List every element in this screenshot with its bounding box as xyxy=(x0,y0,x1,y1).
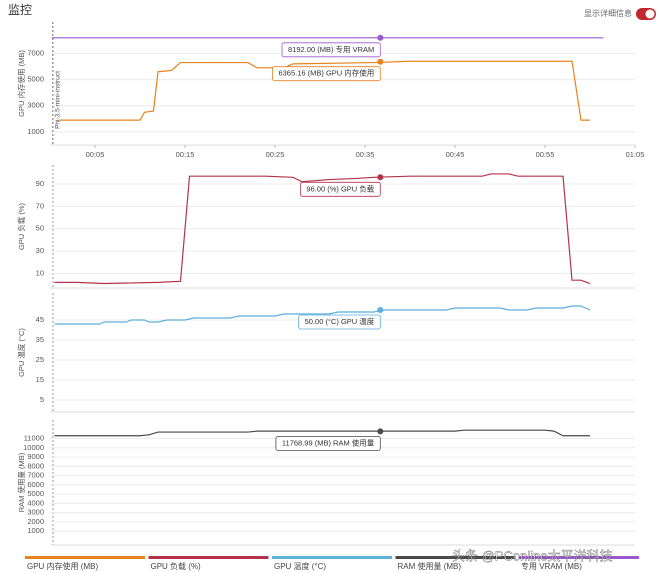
y-tick-label: 3000 xyxy=(27,101,44,110)
legend-swatch xyxy=(148,556,269,559)
annotation-box xyxy=(275,435,381,451)
x-tick-label: 00:35 xyxy=(356,150,375,159)
legend-label: GPU 温度 (°C) xyxy=(274,561,326,571)
y-axis-label: GPU 内存使用 (MB) xyxy=(16,50,26,117)
y-tick-label: 50 xyxy=(36,224,44,233)
annotation: 8192.00 (MB) 专用 VRAM xyxy=(281,42,381,58)
annotation-dot xyxy=(377,428,384,435)
y-tick-label: 5000 xyxy=(27,489,44,498)
y-tick-label: 7000 xyxy=(27,48,44,57)
legend-swatch xyxy=(395,556,516,559)
y-tick-label: 10000 xyxy=(23,443,44,452)
annotation-label: 11768.99 (MB) RAM 使用量 xyxy=(282,437,375,447)
y-tick-label: 4000 xyxy=(27,498,44,507)
series-line xyxy=(54,173,591,285)
annotation-dot xyxy=(377,307,384,313)
annotation-label: 50.00 (°C) GPU 温度 xyxy=(305,316,375,326)
y-tick-label: 1000 xyxy=(27,526,44,535)
y-tick-label: 3000 xyxy=(27,508,44,517)
y-tick-label: 10 xyxy=(36,268,44,277)
y-tick-label: 90 xyxy=(36,179,44,188)
legend-swatch xyxy=(272,556,392,559)
y-tick-label: 5 xyxy=(40,395,44,404)
annotation-dot xyxy=(377,174,384,181)
watermark: 头条 @PConline太平洋科技 xyxy=(452,548,613,563)
toggle-knob[interactable] xyxy=(645,9,655,19)
y-tick-label: 25 xyxy=(36,355,44,364)
x-tick-label: 01:05 xyxy=(626,150,645,159)
toggle-label[interactable]: 显示详细信息 xyxy=(584,8,632,18)
x-tick-label: 00:25 xyxy=(266,150,285,159)
y-tick-label: 1000 xyxy=(27,127,44,136)
y-tick-label: 8000 xyxy=(27,461,44,470)
y-axis-label: GPU 温度 (°C) xyxy=(16,328,26,377)
y-axis-label: GPU 负载 (%) xyxy=(16,202,26,250)
y-tick-label: 30 xyxy=(36,246,44,255)
annotation: 96.00 (%) GPU 负载 xyxy=(299,181,381,197)
series-line xyxy=(54,305,591,325)
annotation-label: 96.00 (%) GPU 负载 xyxy=(306,183,374,193)
y-tick-label: 2000 xyxy=(27,517,44,526)
annotation-box xyxy=(299,181,381,197)
x-tick-label: 00:45 xyxy=(446,150,465,159)
annotation-label: 8192.00 (MB) 专用 VRAM xyxy=(288,44,374,54)
event-label: Phi-3.5-mini-instruct xyxy=(54,71,61,129)
y-axis-label: RAM 使用量 (MB) xyxy=(16,452,26,512)
annotation: 50.00 (°C) GPU 温度 xyxy=(298,314,381,330)
y-tick-label: 6000 xyxy=(27,480,44,489)
y-tick-label: 5000 xyxy=(27,75,44,84)
annotation-dot xyxy=(377,58,384,65)
y-tick-label: 45 xyxy=(36,315,44,324)
y-tick-label: 70 xyxy=(36,201,44,210)
y-tick-label: 11000 xyxy=(24,434,44,443)
legend-label: RAM 使用量 (MB) xyxy=(398,561,462,571)
x-tick-label: 00:55 xyxy=(536,150,555,159)
annotation-box xyxy=(272,66,381,82)
y-tick-label: 15 xyxy=(36,375,44,384)
legend-swatch xyxy=(25,556,145,559)
annotation-box xyxy=(298,314,381,330)
legend-label: GPU 内存使用 (MB) xyxy=(27,561,98,571)
annotation: 6365.16 (MB) GPU 内存使用 xyxy=(272,66,381,82)
y-tick-label: 9000 xyxy=(27,452,44,461)
y-tick-label: 7000 xyxy=(27,471,44,480)
annotation-dot xyxy=(377,34,384,41)
series-line xyxy=(54,429,590,437)
annotation-label: 6365.16 (MB) GPU 内存使用 xyxy=(278,68,374,78)
y-tick-label: 35 xyxy=(36,335,44,344)
legend-swatch xyxy=(519,556,639,559)
legend-label: 专用 VRAM (MB) xyxy=(521,561,582,571)
x-tick-label: 00:15 xyxy=(176,150,195,159)
x-tick-label: 00:05 xyxy=(86,150,105,159)
legend-label: GPU 负载 (%) xyxy=(151,561,202,571)
annotation-box xyxy=(281,42,381,58)
series-line xyxy=(59,60,590,121)
annotation: 11768.99 (MB) RAM 使用量 xyxy=(275,435,381,451)
page-title: 监控 xyxy=(8,3,32,17)
